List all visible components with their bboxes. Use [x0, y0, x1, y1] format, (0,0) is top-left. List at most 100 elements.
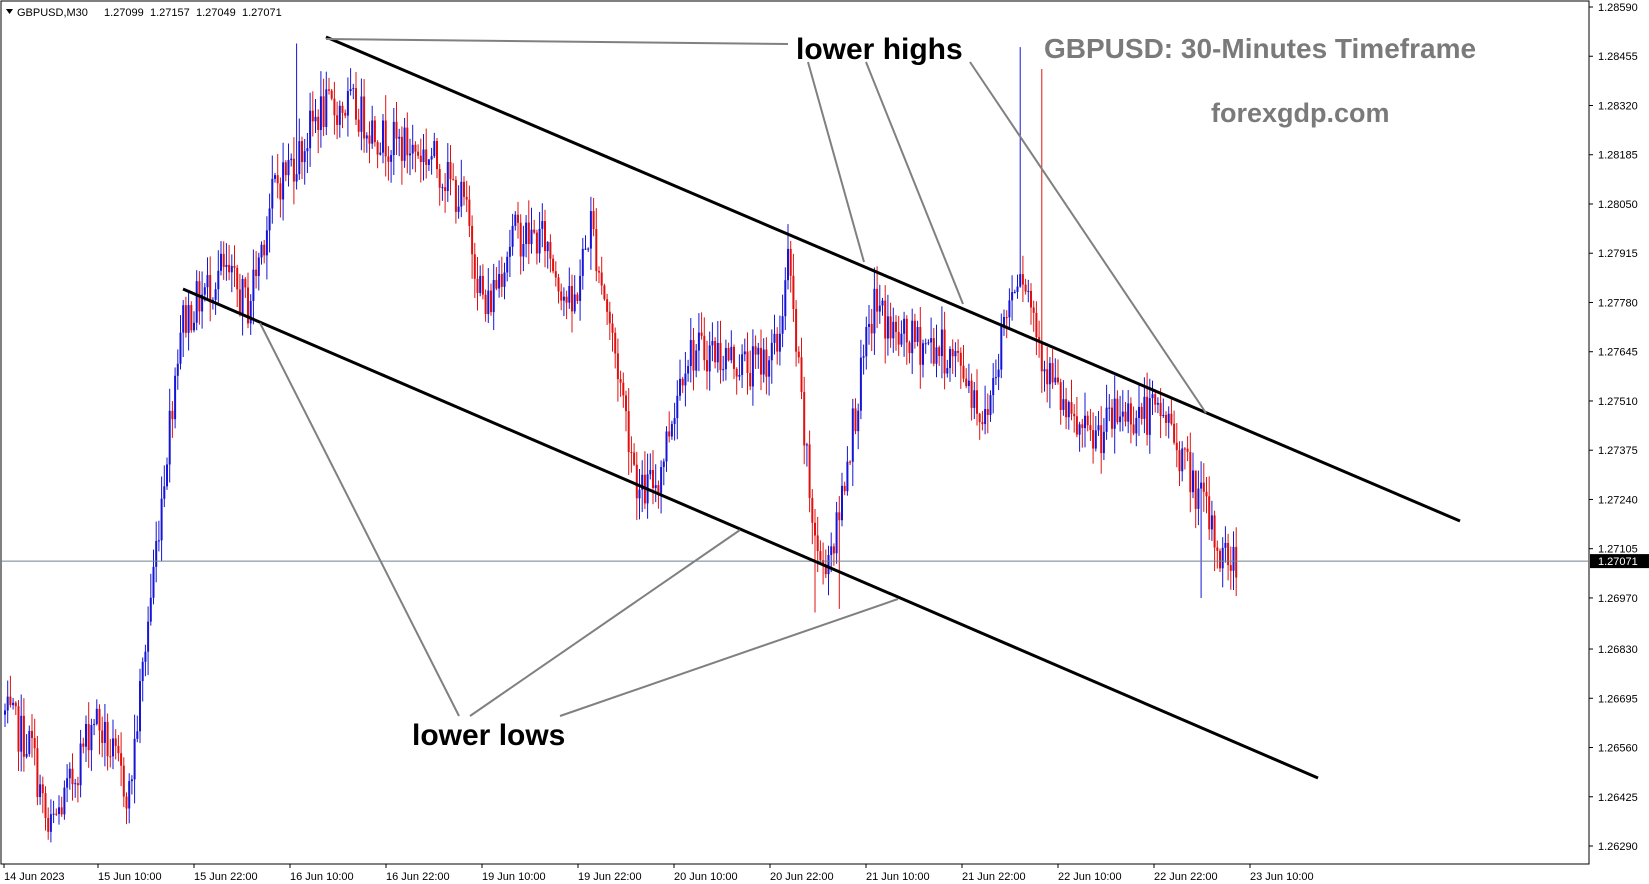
candle	[1127, 390, 1130, 434]
candle-body	[697, 332, 700, 351]
candle	[176, 349, 179, 390]
candle	[20, 694, 23, 772]
candle	[781, 294, 784, 348]
candle-body	[1148, 398, 1151, 435]
candle-body	[41, 784, 44, 794]
candle-body	[692, 340, 695, 371]
candle	[581, 237, 584, 290]
candle	[400, 126, 403, 185]
candle-body	[1011, 292, 1014, 301]
candle-body	[371, 120, 374, 144]
candle-body	[147, 621, 150, 652]
candle	[1165, 411, 1167, 437]
candle	[1151, 380, 1154, 416]
candle-body	[1078, 424, 1081, 435]
candle	[1073, 404, 1076, 433]
candle	[1051, 349, 1054, 389]
candle-body	[600, 272, 603, 286]
candle	[1081, 418, 1084, 448]
candle-body	[838, 512, 841, 521]
candle-body	[498, 273, 501, 289]
candle	[808, 430, 811, 513]
candle	[282, 142, 285, 221]
candle-body	[319, 96, 322, 131]
candle-body	[93, 723, 96, 726]
candle	[436, 137, 438, 179]
candle-body	[344, 112, 347, 116]
candle	[849, 460, 852, 466]
candle	[573, 275, 576, 314]
candle-body	[1132, 424, 1135, 434]
candle	[533, 219, 536, 235]
candle-body	[714, 341, 717, 363]
pointer-high-3	[865, 61, 964, 305]
candle	[544, 209, 546, 268]
candle-body	[627, 411, 630, 453]
candle-body	[476, 278, 479, 293]
candle	[1186, 436, 1189, 462]
candle	[1019, 47, 1022, 288]
candle-body	[525, 222, 528, 245]
candle-body	[473, 254, 476, 279]
candle-body	[406, 127, 409, 156]
candle	[846, 446, 849, 496]
candle-body	[279, 183, 282, 200]
candle-body	[311, 110, 314, 122]
candle-body	[136, 731, 139, 739]
candle	[460, 159, 463, 218]
candle	[773, 314, 776, 355]
candle-body	[379, 152, 382, 155]
candle	[943, 311, 946, 390]
candle	[352, 83, 355, 100]
candle	[1048, 357, 1051, 409]
candle	[730, 330, 733, 364]
candle	[789, 240, 792, 293]
candle-body	[546, 242, 549, 252]
candle-body	[1021, 274, 1024, 285]
candle	[1224, 526, 1227, 563]
candle	[141, 657, 144, 702]
candle	[82, 737, 85, 754]
candle	[160, 476, 163, 562]
candle	[843, 481, 846, 496]
candle-body	[260, 244, 263, 258]
candle	[409, 138, 411, 176]
candle	[584, 235, 587, 251]
candle-body	[282, 162, 285, 200]
candle	[514, 211, 517, 231]
candle	[336, 101, 339, 140]
candle-body	[1116, 398, 1119, 423]
candle	[708, 331, 711, 391]
candle	[292, 137, 295, 205]
candle	[884, 285, 887, 364]
candle	[498, 260, 501, 298]
candle-body	[603, 285, 606, 300]
candle-body	[913, 320, 916, 342]
y-tick-label: 1.28590	[1598, 2, 1638, 14]
candle	[384, 95, 387, 177]
candle-body	[1135, 417, 1138, 434]
candle-body	[911, 320, 914, 354]
candle	[184, 296, 187, 338]
candle	[959, 347, 962, 389]
candle-body	[895, 321, 897, 332]
dropdown-triangle-icon[interactable]	[6, 9, 13, 14]
candle-body	[1219, 550, 1221, 569]
candle	[106, 713, 109, 771]
candle-body	[859, 357, 862, 411]
candle-body	[625, 395, 627, 412]
candle	[1202, 463, 1205, 512]
candle-body	[168, 410, 171, 465]
candle	[136, 715, 139, 743]
candle-body	[733, 346, 735, 369]
candle-body	[719, 342, 722, 371]
candle	[862, 344, 865, 375]
candle	[746, 332, 749, 395]
candle	[344, 109, 347, 119]
y-tick-label: 1.26695	[1598, 693, 1638, 705]
candle-body	[843, 485, 846, 492]
candle	[616, 338, 619, 402]
candle-body	[471, 225, 474, 255]
candle-body	[1235, 546, 1238, 578]
candle	[754, 335, 757, 370]
